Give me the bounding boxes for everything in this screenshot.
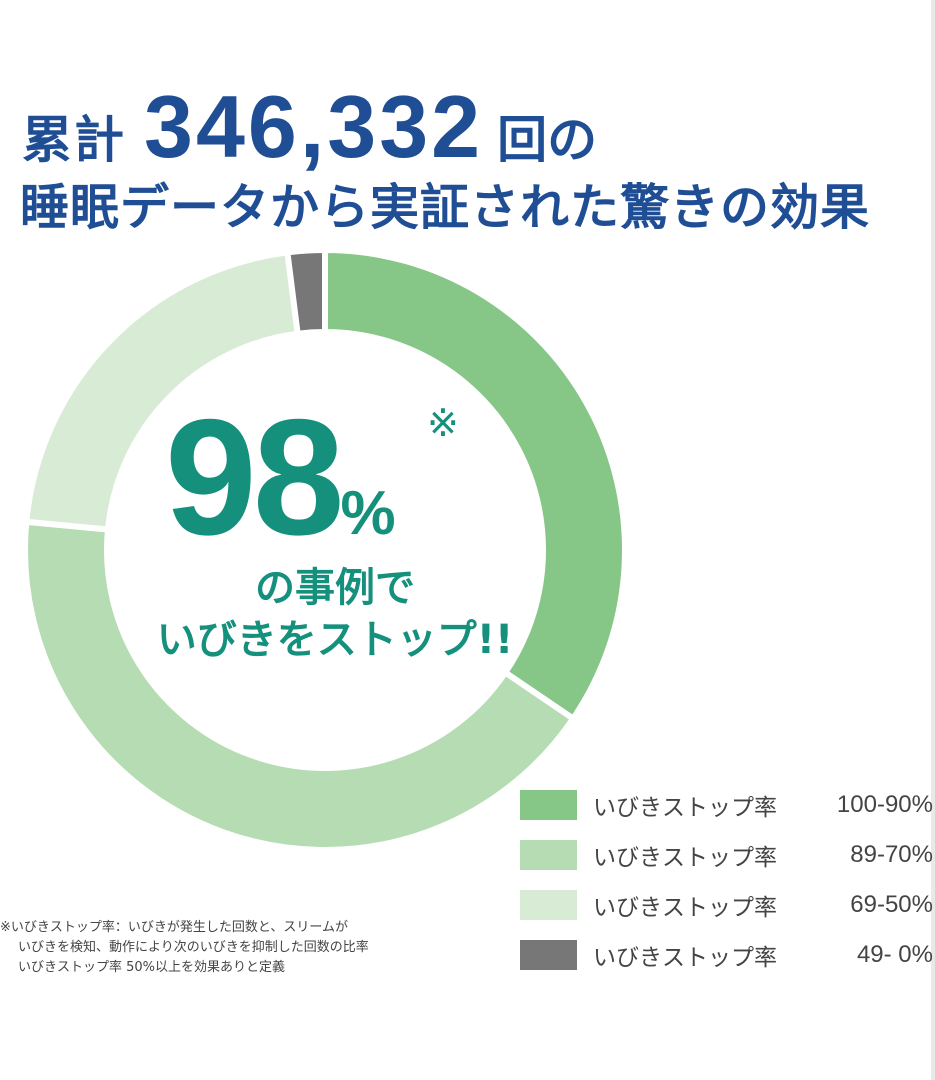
footnote-line: ※いびきストップ率：いびきが発生した回数と、スリームが: [0, 920, 348, 935]
center-percent-number: 98: [165, 385, 345, 569]
legend-range: 49- 0%: [856, 941, 933, 968]
legend-label: いびきストップ率: [593, 945, 777, 971]
center-percentage: 98% ※: [165, 395, 459, 560]
legend-item: いびきストップ率 100-90%: [520, 790, 933, 821]
center-subtitle-line-1: の事例で: [255, 565, 415, 611]
legend-label: いびきストップ率: [593, 845, 777, 871]
chart-legend: いびきストップ率 100-90% いびきストップ率 89-70% いびきストップ…: [520, 790, 933, 990]
legend-label: いびきストップ率: [593, 795, 777, 821]
legend-swatch: [520, 840, 577, 870]
headline-suffix: 回の: [497, 111, 598, 169]
headline-count: 346,332: [144, 77, 484, 176]
center-subtitle-line-2: いびきをストップ!!: [156, 617, 514, 663]
legend-item: いびきストップ率 49- 0%: [520, 940, 933, 971]
donut-slice-2: [22, 518, 578, 853]
legend-range: 69-50%: [850, 891, 933, 918]
headline-prefix: 累計: [22, 111, 126, 169]
footnote-line: いびきストップ率 50%以上を効果ありと定義: [18, 960, 286, 975]
headline-line-2: 睡眠データから実証された驚きの効果: [20, 179, 871, 236]
donut-slice-3: [23, 249, 302, 533]
legend-range: 89-70%: [850, 841, 933, 868]
donut-slice-4: [284, 246, 328, 338]
legend-swatch: [520, 940, 577, 970]
legend-swatch: [520, 890, 577, 920]
footnote-line: いびきを検知、動作により次のいびきを抑制した回数の比率: [18, 940, 369, 955]
center-note-mark: ※: [427, 401, 459, 445]
center-percent-sign: %: [340, 479, 396, 548]
center-subtitle: の事例で いびきをストップ!!: [105, 562, 565, 666]
legend-item: いびきストップ率 69-50%: [520, 890, 933, 921]
legend-swatch: [520, 790, 577, 820]
donut-slice-1: [322, 246, 628, 723]
footnote: ※いびきストップ率：いびきが発生した回数と、スリームが いびきを検知、動作により…: [0, 918, 369, 978]
legend-item: いびきストップ率 89-70%: [520, 840, 933, 871]
headline-line-1: 累計 346,332 回の: [22, 76, 597, 176]
legend-range: 100-90%: [836, 791, 933, 818]
page-right-border: [931, 0, 935, 1080]
legend-label: いびきストップ率: [593, 895, 777, 921]
